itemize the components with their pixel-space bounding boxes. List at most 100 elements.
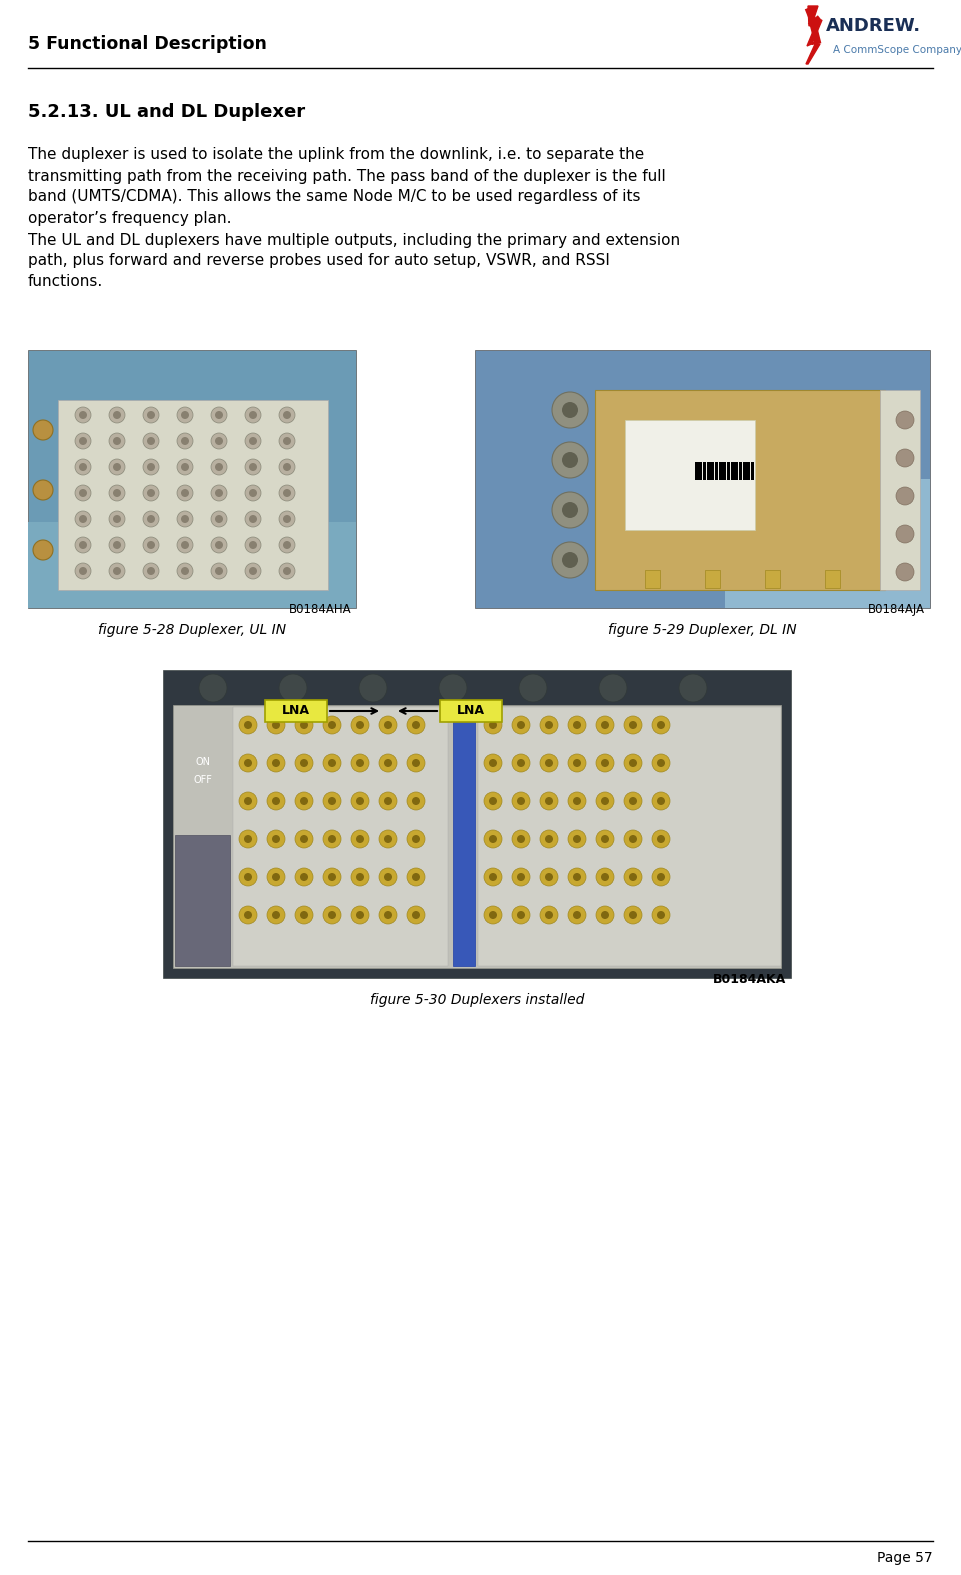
Circle shape	[552, 542, 588, 578]
Circle shape	[147, 515, 155, 523]
Circle shape	[272, 835, 280, 843]
Circle shape	[75, 458, 91, 476]
Circle shape	[624, 868, 642, 887]
Circle shape	[379, 754, 397, 772]
Circle shape	[79, 567, 87, 575]
Text: 5.2.13. UL and DL Duplexer: 5.2.13. UL and DL Duplexer	[28, 102, 306, 121]
Circle shape	[279, 562, 295, 580]
Circle shape	[356, 721, 364, 729]
Circle shape	[300, 873, 308, 880]
Text: B0184AKA: B0184AKA	[713, 973, 786, 986]
Bar	[743, 461, 748, 480]
Circle shape	[484, 717, 502, 734]
Circle shape	[244, 797, 252, 805]
Circle shape	[540, 792, 558, 810]
Circle shape	[512, 830, 530, 847]
Circle shape	[239, 906, 257, 925]
Circle shape	[512, 906, 530, 925]
Circle shape	[412, 721, 420, 729]
Circle shape	[512, 717, 530, 734]
Circle shape	[211, 406, 227, 424]
Circle shape	[629, 835, 637, 843]
Bar	[28, 521, 356, 608]
Circle shape	[596, 792, 614, 810]
Circle shape	[384, 797, 392, 805]
Circle shape	[295, 868, 313, 887]
Circle shape	[657, 835, 665, 843]
Circle shape	[407, 906, 425, 925]
Circle shape	[328, 835, 336, 843]
Circle shape	[652, 868, 670, 887]
Circle shape	[79, 515, 87, 523]
Circle shape	[384, 721, 392, 729]
Circle shape	[33, 421, 53, 439]
Circle shape	[109, 537, 125, 553]
Bar	[695, 461, 700, 480]
Bar	[233, 707, 448, 965]
Circle shape	[300, 797, 308, 805]
Text: The UL and DL duplexers have multiple outputs, including the primary and extensi: The UL and DL duplexers have multiple ou…	[28, 233, 680, 247]
Circle shape	[215, 436, 223, 446]
Circle shape	[177, 433, 193, 449]
Circle shape	[624, 792, 642, 810]
Circle shape	[407, 830, 425, 847]
Circle shape	[573, 873, 581, 880]
Circle shape	[652, 830, 670, 847]
Circle shape	[328, 910, 336, 918]
Circle shape	[113, 488, 121, 498]
Circle shape	[181, 411, 189, 419]
Circle shape	[211, 537, 227, 553]
Circle shape	[143, 485, 159, 501]
Circle shape	[245, 510, 261, 528]
Circle shape	[552, 443, 588, 477]
Text: The duplexer is used to isolate the uplink from the downlink, i.e. to separate t: The duplexer is used to isolate the upli…	[28, 148, 644, 162]
Circle shape	[328, 759, 336, 767]
Bar	[719, 461, 724, 480]
Circle shape	[379, 830, 397, 847]
Text: ANDREW.: ANDREW.	[826, 17, 922, 35]
Circle shape	[351, 868, 369, 887]
Circle shape	[181, 488, 189, 498]
Circle shape	[211, 485, 227, 501]
Bar	[727, 461, 730, 480]
Circle shape	[657, 910, 665, 918]
Circle shape	[652, 792, 670, 810]
Circle shape	[239, 830, 257, 847]
Circle shape	[568, 754, 586, 772]
Circle shape	[177, 562, 193, 580]
Text: LNA: LNA	[282, 704, 310, 718]
Circle shape	[239, 717, 257, 734]
Bar	[735, 461, 738, 480]
Circle shape	[295, 830, 313, 847]
Text: operator’s frequency plan.: operator’s frequency plan.	[28, 211, 232, 225]
Circle shape	[249, 567, 257, 575]
Circle shape	[351, 792, 369, 810]
Circle shape	[272, 910, 280, 918]
Text: figure 5-29 Duplexer, DL IN: figure 5-29 Duplexer, DL IN	[607, 624, 797, 636]
Text: LNA: LNA	[457, 704, 485, 718]
Circle shape	[679, 674, 707, 702]
Circle shape	[323, 717, 341, 734]
Circle shape	[215, 488, 223, 498]
Polygon shape	[58, 400, 328, 591]
Circle shape	[629, 910, 637, 918]
Circle shape	[244, 721, 252, 729]
Circle shape	[489, 873, 497, 880]
Circle shape	[79, 463, 87, 471]
Circle shape	[79, 411, 87, 419]
Circle shape	[624, 830, 642, 847]
Circle shape	[545, 797, 553, 805]
Circle shape	[601, 759, 609, 767]
Circle shape	[573, 910, 581, 918]
Circle shape	[279, 510, 295, 528]
Circle shape	[439, 674, 467, 702]
Circle shape	[407, 717, 425, 734]
Circle shape	[215, 515, 223, 523]
Circle shape	[215, 567, 223, 575]
Circle shape	[267, 830, 285, 847]
Circle shape	[356, 835, 364, 843]
Circle shape	[545, 910, 553, 918]
Bar	[645, 570, 660, 587]
Circle shape	[568, 717, 586, 734]
Circle shape	[379, 717, 397, 734]
